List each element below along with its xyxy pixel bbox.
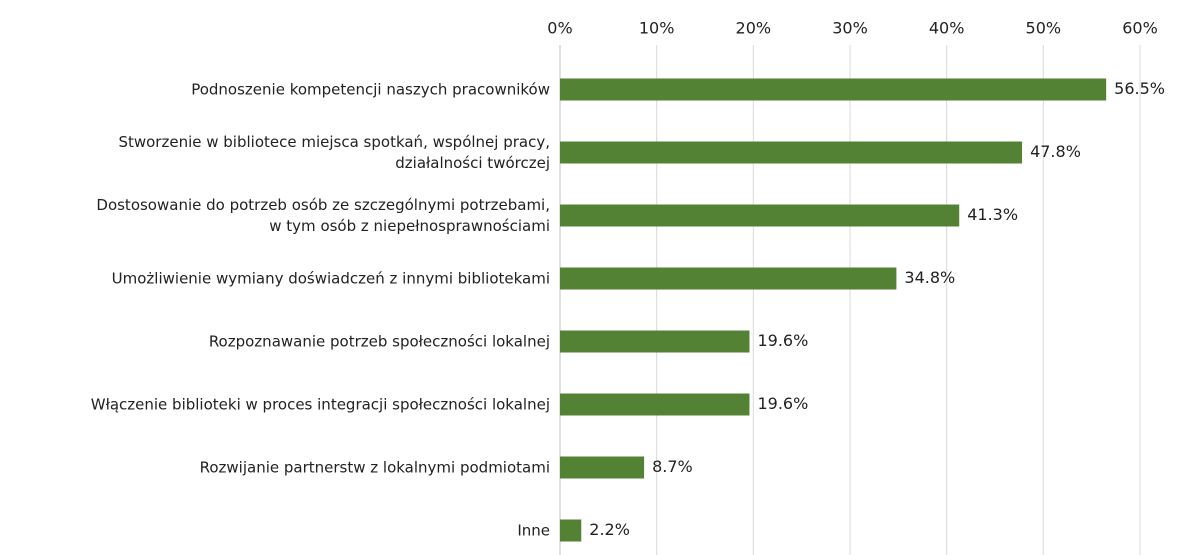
bar [560, 267, 897, 290]
value-label: 19.6% [757, 331, 808, 350]
value-label: 41.3% [967, 205, 1018, 224]
value-label: 19.6% [757, 394, 808, 413]
bar [560, 456, 645, 479]
y-tick-label: Podnoszenie kompetencji naszych pracowni… [191, 80, 550, 98]
x-tick-label: 30% [832, 19, 868, 38]
value-label: 56.5% [1114, 79, 1165, 98]
value-label: 47.8% [1030, 142, 1081, 161]
y-tick-label: Inne [517, 521, 550, 539]
y-tick-label: Stworzenie w bibliotece miejsca spotkań,… [118, 132, 550, 172]
value-label: 8.7% [652, 457, 693, 476]
x-tick-label: 10% [639, 19, 675, 38]
bar [560, 204, 960, 227]
bar [560, 78, 1107, 101]
bar [560, 519, 582, 542]
x-tick-label: 0% [547, 19, 572, 38]
y-tick-label: Rozpoznawanie potrzeb społeczności lokal… [208, 332, 550, 350]
x-tick-label: 40% [929, 19, 965, 38]
x-tick-label: 60% [1122, 19, 1158, 38]
y-tick-label: Rozwijanie partnerstw z lokalnymi podmio… [199, 458, 550, 476]
value-label: 34.8% [904, 268, 955, 287]
bar [560, 393, 750, 416]
bar [560, 141, 1023, 164]
bar [560, 330, 750, 353]
value-label: 2.2% [589, 520, 630, 539]
x-tick-label: 50% [1026, 19, 1062, 38]
y-tick-label: Dostosowanie do potrzeb osób ze szczegól… [96, 195, 550, 235]
y-tick-label: Umożliwienie wymiany doświadczeń z innym… [111, 269, 550, 287]
y-tick-label: Włączenie biblioteki w proces integracji… [90, 395, 550, 413]
x-tick-label: 20% [736, 19, 772, 38]
